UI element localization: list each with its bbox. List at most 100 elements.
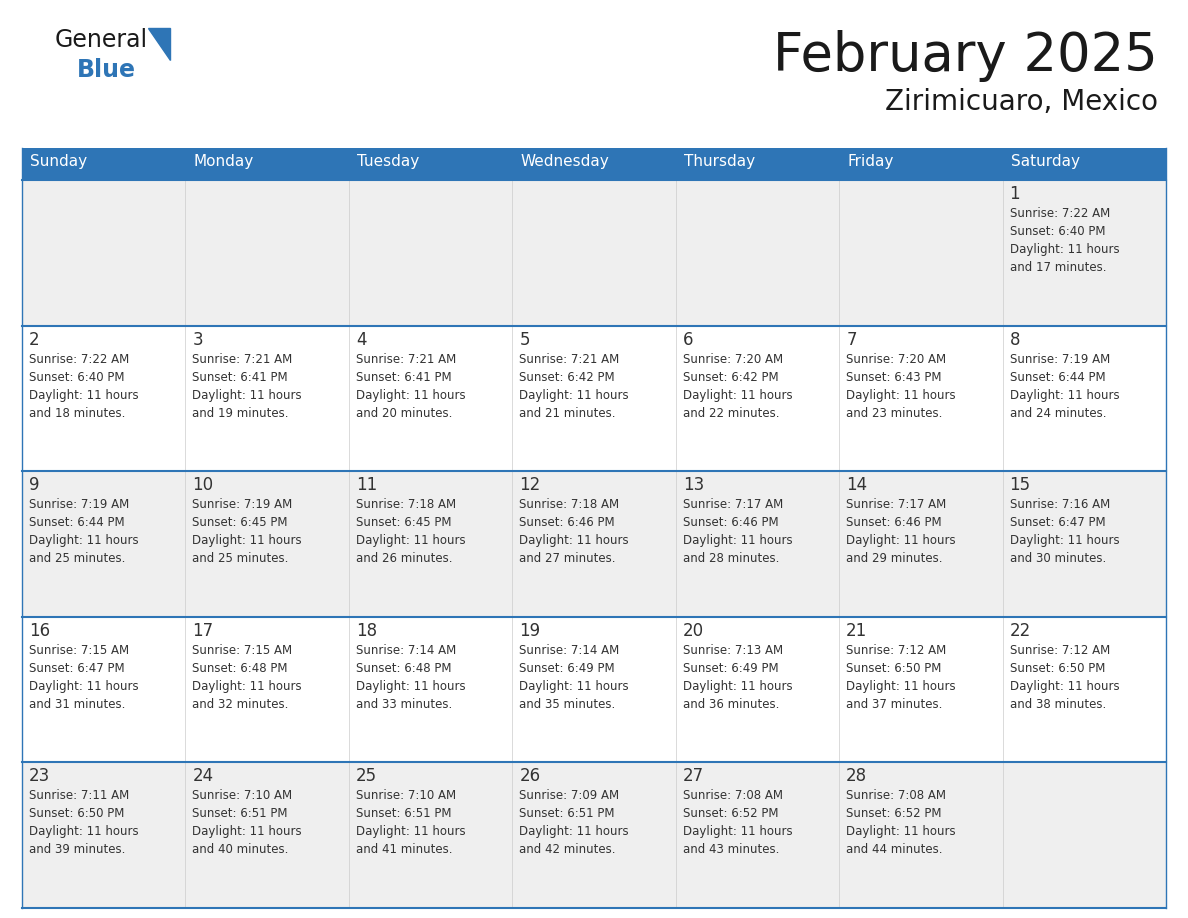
Text: Sunset: 6:44 PM: Sunset: 6:44 PM (29, 516, 125, 529)
Text: Sunrise: 7:08 AM: Sunrise: 7:08 AM (846, 789, 946, 802)
Text: Friday: Friday (847, 154, 893, 169)
Bar (512, 471, 676, 617)
Text: Sunset: 6:43 PM: Sunset: 6:43 PM (846, 371, 942, 384)
Bar (512, 617, 676, 763)
Text: Sunrise: 7:16 AM: Sunrise: 7:16 AM (1010, 498, 1110, 511)
Text: 5: 5 (519, 330, 530, 349)
Text: and 41 minutes.: and 41 minutes. (356, 844, 453, 856)
Text: Sunrise: 7:15 AM: Sunrise: 7:15 AM (192, 644, 292, 656)
Text: and 44 minutes.: and 44 minutes. (846, 844, 942, 856)
Bar (676, 763, 839, 908)
Bar (349, 180, 512, 326)
Bar (676, 326, 839, 471)
Bar (185, 471, 349, 617)
Text: 1: 1 (1010, 185, 1020, 203)
Text: Sunset: 6:40 PM: Sunset: 6:40 PM (1010, 225, 1105, 238)
Bar (512, 180, 676, 326)
Text: Sunrise: 7:17 AM: Sunrise: 7:17 AM (683, 498, 783, 511)
Bar (839, 471, 1003, 617)
Text: Sunset: 6:52 PM: Sunset: 6:52 PM (683, 808, 778, 821)
Bar (185, 180, 349, 326)
Bar (23, 471, 185, 617)
Bar (676, 180, 839, 326)
Text: Daylight: 11 hours: Daylight: 11 hours (683, 825, 792, 838)
Text: Daylight: 11 hours: Daylight: 11 hours (519, 534, 628, 547)
Text: Daylight: 11 hours: Daylight: 11 hours (29, 825, 139, 838)
Text: and 21 minutes.: and 21 minutes. (519, 407, 615, 420)
Text: Daylight: 11 hours: Daylight: 11 hours (192, 680, 302, 693)
Text: Sunday: Sunday (30, 154, 87, 169)
Polygon shape (148, 28, 170, 60)
Bar (23, 148, 1165, 180)
Text: Daylight: 11 hours: Daylight: 11 hours (356, 534, 466, 547)
Bar (676, 617, 839, 763)
Bar (1003, 617, 1165, 763)
Text: Blue: Blue (77, 58, 135, 82)
Text: Sunrise: 7:18 AM: Sunrise: 7:18 AM (519, 498, 619, 511)
Text: Sunrise: 7:21 AM: Sunrise: 7:21 AM (192, 353, 292, 365)
Text: Sunset: 6:50 PM: Sunset: 6:50 PM (846, 662, 942, 675)
Text: 18: 18 (356, 621, 377, 640)
Text: Sunset: 6:44 PM: Sunset: 6:44 PM (1010, 371, 1105, 384)
Bar (349, 471, 512, 617)
Text: Sunset: 6:42 PM: Sunset: 6:42 PM (519, 371, 615, 384)
Text: 2: 2 (29, 330, 39, 349)
Text: Sunrise: 7:20 AM: Sunrise: 7:20 AM (846, 353, 947, 365)
Text: and 36 minutes.: and 36 minutes. (683, 698, 779, 711)
Text: and 37 minutes.: and 37 minutes. (846, 698, 942, 711)
Text: Daylight: 11 hours: Daylight: 11 hours (192, 388, 302, 401)
Text: 7: 7 (846, 330, 857, 349)
Text: and 19 minutes.: and 19 minutes. (192, 407, 289, 420)
Text: Daylight: 11 hours: Daylight: 11 hours (519, 388, 628, 401)
Text: and 27 minutes.: and 27 minutes. (519, 553, 615, 565)
Text: Zirimicuaro, Mexico: Zirimicuaro, Mexico (885, 88, 1158, 116)
Text: 13: 13 (683, 476, 704, 494)
Text: and 39 minutes.: and 39 minutes. (29, 844, 126, 856)
Text: 26: 26 (519, 767, 541, 786)
Text: 16: 16 (29, 621, 50, 640)
Text: Daylight: 11 hours: Daylight: 11 hours (1010, 680, 1119, 693)
Text: 20: 20 (683, 621, 703, 640)
Text: Sunrise: 7:14 AM: Sunrise: 7:14 AM (519, 644, 619, 656)
Text: 4: 4 (356, 330, 366, 349)
Bar (349, 326, 512, 471)
Text: and 17 minutes.: and 17 minutes. (1010, 261, 1106, 274)
Text: Sunset: 6:42 PM: Sunset: 6:42 PM (683, 371, 778, 384)
Text: 24: 24 (192, 767, 214, 786)
Text: Sunset: 6:51 PM: Sunset: 6:51 PM (192, 808, 287, 821)
Text: 8: 8 (1010, 330, 1020, 349)
Text: Sunrise: 7:11 AM: Sunrise: 7:11 AM (29, 789, 129, 802)
Text: and 43 minutes.: and 43 minutes. (683, 844, 779, 856)
Text: Sunrise: 7:21 AM: Sunrise: 7:21 AM (356, 353, 456, 365)
Text: Sunrise: 7:08 AM: Sunrise: 7:08 AM (683, 789, 783, 802)
Text: Sunrise: 7:19 AM: Sunrise: 7:19 AM (1010, 353, 1110, 365)
Text: Sunrise: 7:09 AM: Sunrise: 7:09 AM (519, 789, 619, 802)
Text: Sunset: 6:47 PM: Sunset: 6:47 PM (1010, 516, 1105, 529)
Text: and 25 minutes.: and 25 minutes. (192, 553, 289, 565)
Text: Daylight: 11 hours: Daylight: 11 hours (846, 680, 956, 693)
Text: 14: 14 (846, 476, 867, 494)
Text: Sunset: 6:47 PM: Sunset: 6:47 PM (29, 662, 125, 675)
Text: Sunset: 6:50 PM: Sunset: 6:50 PM (29, 808, 125, 821)
Text: 22: 22 (1010, 621, 1031, 640)
Bar (185, 326, 349, 471)
Text: 12: 12 (519, 476, 541, 494)
Text: Daylight: 11 hours: Daylight: 11 hours (192, 534, 302, 547)
Text: Daylight: 11 hours: Daylight: 11 hours (519, 680, 628, 693)
Text: 28: 28 (846, 767, 867, 786)
Text: Sunset: 6:40 PM: Sunset: 6:40 PM (29, 371, 125, 384)
Text: Daylight: 11 hours: Daylight: 11 hours (1010, 243, 1119, 256)
Text: and 26 minutes.: and 26 minutes. (356, 553, 453, 565)
Text: 21: 21 (846, 621, 867, 640)
Text: 25: 25 (356, 767, 377, 786)
Bar (23, 763, 185, 908)
Text: Sunrise: 7:10 AM: Sunrise: 7:10 AM (192, 789, 292, 802)
Text: Tuesday: Tuesday (356, 154, 419, 169)
Text: Daylight: 11 hours: Daylight: 11 hours (846, 825, 956, 838)
Text: Sunset: 6:52 PM: Sunset: 6:52 PM (846, 808, 942, 821)
Text: Sunset: 6:41 PM: Sunset: 6:41 PM (356, 371, 451, 384)
Text: Sunset: 6:45 PM: Sunset: 6:45 PM (192, 516, 287, 529)
Text: Sunrise: 7:10 AM: Sunrise: 7:10 AM (356, 789, 456, 802)
Text: Daylight: 11 hours: Daylight: 11 hours (192, 825, 302, 838)
Text: and 29 minutes.: and 29 minutes. (846, 553, 942, 565)
